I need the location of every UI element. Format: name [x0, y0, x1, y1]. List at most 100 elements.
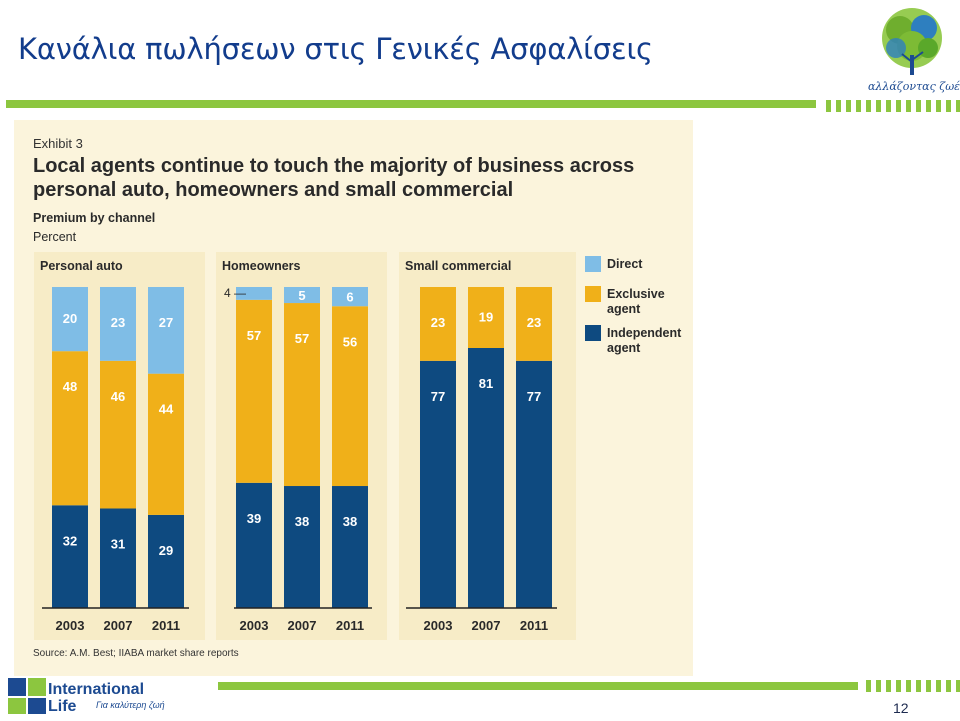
rule-stripe	[866, 680, 871, 692]
tree-icon	[882, 8, 942, 75]
bar-segment	[516, 287, 552, 361]
exhibit-label: Exhibit 3	[33, 136, 83, 151]
bar-segment	[148, 514, 184, 608]
data-label: 81	[479, 376, 493, 391]
rule-stripe	[906, 100, 911, 112]
bar-segment	[100, 360, 136, 509]
legend-label-line: agent	[607, 302, 641, 316]
bar-segment	[332, 287, 368, 307]
rule-stripe	[926, 100, 931, 112]
legend-label: Exclusive agent	[607, 287, 665, 316]
rule-stripe	[856, 100, 861, 112]
bar-segment	[52, 287, 88, 352]
bar-segment	[332, 486, 368, 608]
brand-mark-icon	[8, 678, 46, 714]
bar-segment	[100, 287, 136, 361]
bar-segment	[516, 360, 552, 608]
data-label: 56	[343, 334, 357, 349]
bar-segment	[332, 306, 368, 487]
bar-segment	[236, 287, 272, 300]
data-label: 19	[479, 309, 493, 324]
x-tick-label: 2011	[152, 618, 180, 633]
brand-line2: Life	[48, 698, 77, 715]
legend-label-line: Exclusive	[607, 287, 665, 301]
legend-label: Independent agent	[607, 326, 682, 355]
bar-segment	[468, 347, 504, 608]
rule-stripe	[896, 100, 901, 112]
logo-caption: αλλάζοντας ζωές	[868, 80, 960, 93]
data-label: 57	[295, 331, 309, 346]
rule-stripe	[926, 680, 931, 692]
data-label: 20	[63, 311, 77, 326]
data-label: 38	[295, 514, 309, 529]
bar-segment	[148, 287, 184, 374]
data-label: 23	[527, 315, 541, 330]
bar-segment	[52, 351, 88, 506]
page-number: 12	[893, 700, 909, 716]
bar-segment	[468, 287, 504, 348]
data-label: 6	[346, 290, 353, 305]
group-title: Small commercial	[405, 259, 511, 273]
rule-stripe	[866, 100, 871, 112]
rule-stripe	[896, 680, 901, 692]
data-label: 31	[111, 536, 125, 551]
legend-label: Direct	[607, 257, 643, 271]
rule-stripe	[876, 680, 881, 692]
data-label: 27	[159, 315, 173, 330]
bar-segment	[284, 303, 320, 487]
brand-logo	[8, 678, 208, 716]
data-label: 48	[63, 379, 77, 394]
rule-stripe	[956, 100, 960, 112]
rule-stripe	[946, 680, 951, 692]
data-label: 39	[247, 511, 261, 526]
brand-line1: International	[48, 681, 145, 698]
bar-segment	[100, 508, 136, 608]
data-label: 44	[159, 402, 174, 417]
bar-segment	[52, 505, 88, 608]
bar-segment	[148, 373, 184, 515]
x-tick-label: 2003	[56, 618, 85, 633]
x-tick-label: 2011	[336, 618, 364, 633]
chart-unit: Percent	[33, 230, 77, 244]
rule-stripe	[846, 100, 851, 112]
footer-rule	[218, 680, 960, 692]
x-tick-label: 2011	[520, 618, 548, 633]
rule-stripe	[876, 100, 881, 112]
chart-subtitle: Premium by channel	[33, 211, 156, 225]
chart-title: Local agents continue to touch the major…	[33, 155, 635, 201]
x-tick-label: 2003	[240, 618, 269, 633]
data-label: 77	[527, 389, 541, 404]
data-label: 23	[431, 315, 445, 330]
bar-segment	[284, 287, 320, 304]
bar-segment	[420, 360, 456, 608]
data-label: 38	[343, 514, 357, 529]
x-tick-label: 2007	[472, 618, 501, 633]
brand-name: International Life	[48, 681, 144, 715]
data-label: 57	[247, 328, 261, 343]
data-label: 32	[63, 533, 77, 548]
legend-swatch	[585, 286, 601, 302]
data-label: 29	[159, 543, 173, 558]
rule-stripe	[916, 680, 921, 692]
data-label: 5	[298, 288, 305, 303]
data-label: 77	[431, 389, 445, 404]
chart-panel: Personal auto 32 48 20 2003 31 46 23 2007 29 44 27 2…	[14, 120, 693, 676]
legend-swatch	[585, 325, 601, 341]
rule-stripe	[936, 100, 941, 112]
group-title: Personal auto	[40, 259, 123, 273]
rule-stripe	[886, 680, 891, 692]
legend-label-line: Direct	[607, 257, 643, 271]
rule-stripe	[886, 100, 891, 112]
slide-title: Κανάλια πωλήσεων στις Γενικές Ασφαλίσεις	[18, 32, 653, 66]
bar-segment	[236, 482, 272, 608]
data-label: 4 —	[224, 286, 246, 300]
data-label: 46	[111, 389, 125, 404]
legend-label-line: agent	[607, 341, 641, 355]
data-label: 23	[111, 315, 125, 330]
rule-stripe	[836, 100, 841, 112]
stacked-bar-chart: Personal auto 32 48 20 2003 31 46 23 2007 29 44 27 2…	[34, 252, 682, 640]
x-tick-label: 2007	[288, 618, 317, 633]
rule-stripe	[826, 100, 831, 112]
brand-tagline: Για καλύτερη ζωή	[96, 700, 165, 710]
header-rule	[6, 100, 960, 112]
